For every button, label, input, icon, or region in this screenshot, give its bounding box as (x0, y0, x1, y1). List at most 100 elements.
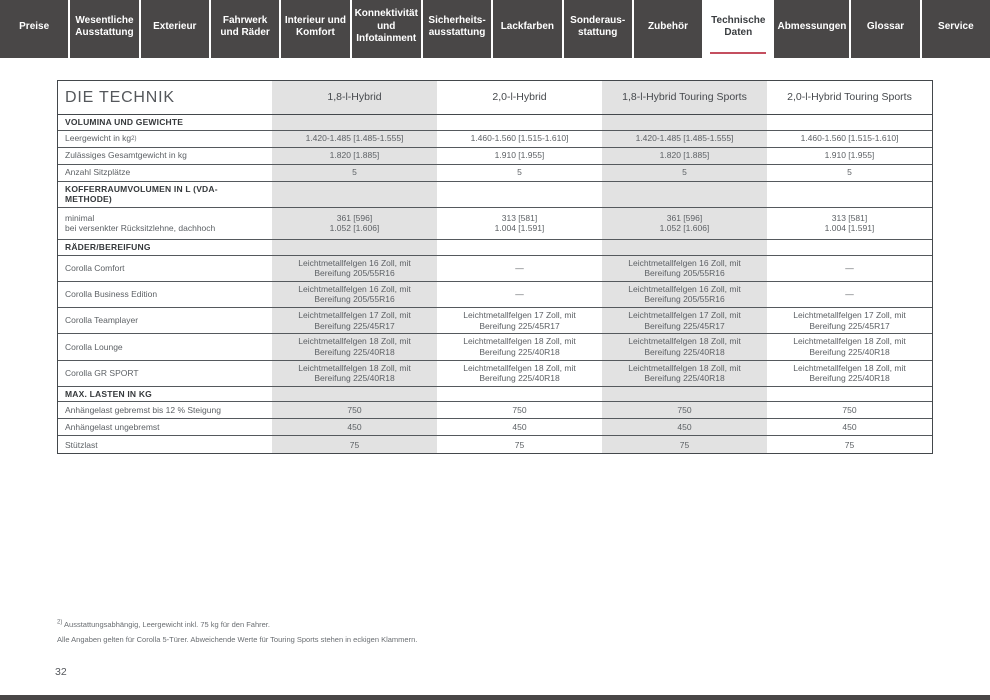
section-cell (437, 182, 602, 207)
nav-tab-label: Lackfarben (500, 20, 555, 32)
value-cell: Leichtmetallfelgen 18 Zoll, mit Bereifun… (793, 362, 906, 384)
value-cell: Leichtmetallfelgen 18 Zoll, mit Bereifun… (463, 362, 576, 384)
bottom-bar (0, 695, 990, 700)
column-header: 2,0-l-Hybrid Touring Sports (787, 90, 912, 103)
value-cell: 750 (842, 405, 857, 416)
tab-zubehör[interactable]: Zubehör (633, 0, 703, 58)
value-cell: Leichtmetallfelgen 17 Zoll, mit Bereifun… (272, 308, 437, 334)
row-label: Corolla Teamplayer (65, 315, 139, 326)
footnote-1: 2) Ausstattungsabhängig, Leergewicht ink… (57, 620, 417, 630)
table-row: Stützlast 75 75 75 75 (58, 436, 932, 454)
value-cell: Leichtmetallfelgen 16 Zoll, mit Bereifun… (272, 281, 437, 307)
tab-fahrwerk-und-räder[interactable]: Fahrwerk und Räder (210, 0, 280, 58)
nav-tab-label: Exterieur (153, 20, 197, 32)
tab-sicherheits-ausstattung[interactable]: Sicherheits­ausstattung (422, 0, 492, 58)
tab-interieur-und-komfort[interactable]: Interieur und Komfort (281, 0, 350, 58)
row-label: Corolla GR SPORT (65, 367, 139, 378)
value-cell: 313 [581] 1.004 [1.591] (494, 212, 545, 234)
nav-tab-label: Preise (19, 20, 50, 32)
value-cell: — (845, 289, 854, 300)
value-cell: 750 (602, 402, 767, 419)
value-cell: 75 (602, 436, 767, 454)
tab-service[interactable]: Service (921, 0, 990, 58)
row-label: MAX. LASTEN IN KG (65, 388, 152, 399)
value-cell: — (515, 289, 524, 300)
row-label: Anzahl Sitzplätze (65, 167, 131, 178)
row-label: Leergewicht in kg 2) (65, 133, 137, 144)
section-cell (602, 115, 767, 130)
value-cell: 313 [581] 1.004 [1.591] (824, 212, 875, 234)
value-cell: Leichtmetallfelgen 18 Zoll, mit Bereifun… (463, 336, 576, 357)
value-cell: Leichtmetallfelgen 18 Zoll, mit Bereifun… (272, 334, 437, 360)
tab-konnektivität-und-infotainment[interactable]: Konnektivität und Infotainment (351, 0, 421, 58)
tab-preise[interactable]: Preise (0, 0, 69, 58)
value-cell: 75 (844, 439, 855, 450)
footnote-2: Alle Angaben gelten für Corolla 5-Türer.… (57, 635, 417, 644)
value-cell: 1.460-1.560 [1.515-1.610] (470, 133, 569, 144)
column-header: 2,0-l-Hybrid (492, 90, 547, 103)
value-cell: Leichtmetallfelgen 18 Zoll, mit Bereifun… (602, 360, 767, 386)
table-row: Anzahl Sitzplätze 5 5 5 5 (58, 164, 932, 182)
value-cell: — (515, 262, 524, 273)
value-cell: — (845, 262, 854, 273)
tab-sonderaus-stattung[interactable]: Sonderaus­stattung (563, 0, 632, 58)
section-row: VOLUMINA UND GEWICHTE (58, 115, 932, 131)
value-cell: Leichtmetallfelgen 18 Zoll, mit Bereifun… (272, 360, 437, 386)
section-cell (767, 387, 932, 402)
value-cell: 1.910 [1.955] (494, 150, 545, 161)
row-label: Zulässiges Gesamtgewicht in kg (65, 150, 187, 161)
table-header-row: DIE TECHNIK 1,8-l-Hybrid 2,0-l-Hybrid 1,8-… (58, 81, 932, 115)
section-cell (272, 386, 437, 402)
section-cell (767, 115, 932, 130)
section-cell (767, 240, 932, 255)
row-label: Corolla Comfort (65, 262, 125, 273)
table-body: VOLUMINA UND GEWICHTE Leergewicht in kg 2)… (58, 115, 932, 454)
row-label: Anhängelast gebremst bis 12 % Steigung (65, 405, 221, 416)
value-cell: 1.820 [1.885] (602, 147, 767, 164)
tab-lackfarben[interactable]: Lackfarben (493, 0, 562, 58)
value-cell: Leichtmetallfelgen 17 Zoll, mit Bereifun… (793, 310, 906, 331)
footnote-text: Ausstattungsabhängig, Leergewicht inkl. … (64, 620, 270, 629)
tech-table: DIE TECHNIK 1,8-l-Hybrid 2,0-l-Hybrid 1,8-… (57, 80, 933, 455)
value-cell: 75 (272, 436, 437, 454)
section-cell (437, 387, 602, 402)
value-cell: Leichtmetallfelgen 16 Zoll, mit Bereifun… (602, 255, 767, 281)
section-cell (767, 182, 932, 207)
row-label: Stützlast (65, 439, 98, 450)
section-cell (437, 240, 602, 255)
row-label: Corolla Business Edition (65, 289, 158, 300)
section-row: RÄDER/BEREIFUNG (58, 239, 932, 256)
tab-wesentliche-ausstattung[interactable]: Wesentliche Ausstattung (70, 0, 139, 58)
nav-tab-label: Abmessungen (777, 20, 847, 32)
value-cell: 450 (512, 422, 527, 433)
row-label: KOFFERRAUMVOLUMEN IN L (VDA-METHODE) (65, 183, 218, 205)
page-number: 32 (55, 666, 67, 678)
value-cell: 1.420-1.485 [1.485-1.555] (602, 130, 767, 147)
nav-tab-label: Technische Daten (711, 14, 766, 39)
tab-technische-daten[interactable]: Technische Daten (704, 0, 773, 58)
value-cell: Leichtmetallfelgen 17 Zoll, mit Bereifun… (463, 310, 576, 331)
value-cell: Leichtmetallfelgen 17 Zoll, mit Bereifun… (602, 308, 767, 334)
nav-tab-label: Service (938, 20, 974, 32)
section-cell (272, 239, 437, 255)
section-cell (602, 181, 767, 207)
section-cell (602, 239, 767, 255)
nav-tab-label: Interieur und Komfort (284, 14, 346, 39)
value-cell: 750 (272, 402, 437, 419)
value-cell: 450 (272, 419, 437, 436)
nav-tab-label: Glossar (866, 20, 905, 32)
section-row: KOFFERRAUMVOLUMEN IN L (VDA-METHODE) (58, 181, 932, 208)
page-title: DIE TECHNIK (65, 88, 175, 106)
tab-glossar[interactable]: Glossar (851, 0, 920, 58)
footnotes: 2) Ausstattungsabhängig, Leergewicht ink… (57, 620, 417, 650)
tab-abmessungen[interactable]: Abmessungen (774, 0, 850, 58)
tab-exterieur[interactable]: Exterieur (140, 0, 209, 58)
value-cell: Leichtmetallfelgen 16 Zoll, mit Bereifun… (602, 281, 767, 307)
table-row: Zulässiges Gesamtgewicht in kg 1.820 [1.8… (58, 147, 932, 165)
section-cell (437, 115, 602, 130)
nav-tab-label: Wesentliche Ausstattung (75, 14, 134, 39)
value-cell: 5 (847, 167, 852, 178)
value-cell: Leichtmetallfelgen 16 Zoll, mit Bereifun… (272, 255, 437, 281)
value-cell: 361 [596] 1.052 [1.606] (602, 207, 767, 239)
row-label: Anhängelast ungebremst (65, 422, 160, 433)
